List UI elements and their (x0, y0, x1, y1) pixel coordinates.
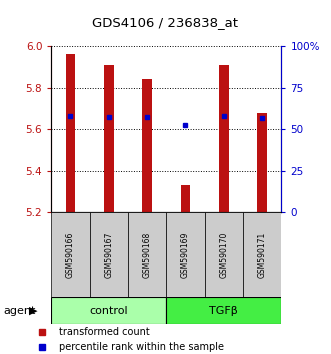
Bar (166, 212, 205, 297)
Text: GSM590170: GSM590170 (219, 232, 228, 278)
Text: GSM590167: GSM590167 (104, 232, 113, 278)
Text: ▶: ▶ (29, 306, 37, 316)
Bar (142, 79, 152, 212)
Bar (104, 65, 114, 212)
Text: percentile rank within the sample: percentile rank within the sample (59, 342, 224, 352)
Bar (128, 212, 166, 297)
Bar (166, 297, 281, 324)
Text: agent: agent (3, 306, 36, 316)
Bar (243, 212, 281, 297)
Bar (66, 54, 75, 212)
Bar (181, 185, 190, 212)
Text: control: control (89, 306, 128, 316)
Bar (51, 297, 166, 324)
Text: GSM590169: GSM590169 (181, 232, 190, 278)
Bar (258, 113, 267, 212)
Text: GDS4106 / 236838_at: GDS4106 / 236838_at (92, 16, 239, 29)
Text: TGFβ: TGFβ (210, 306, 238, 316)
Text: GSM590166: GSM590166 (66, 232, 75, 278)
Bar (219, 65, 229, 212)
Bar (205, 212, 243, 297)
Bar (51, 212, 90, 297)
Text: GSM590168: GSM590168 (143, 232, 152, 278)
Bar (90, 212, 128, 297)
Text: GSM590171: GSM590171 (258, 232, 267, 278)
Text: transformed count: transformed count (59, 327, 150, 337)
